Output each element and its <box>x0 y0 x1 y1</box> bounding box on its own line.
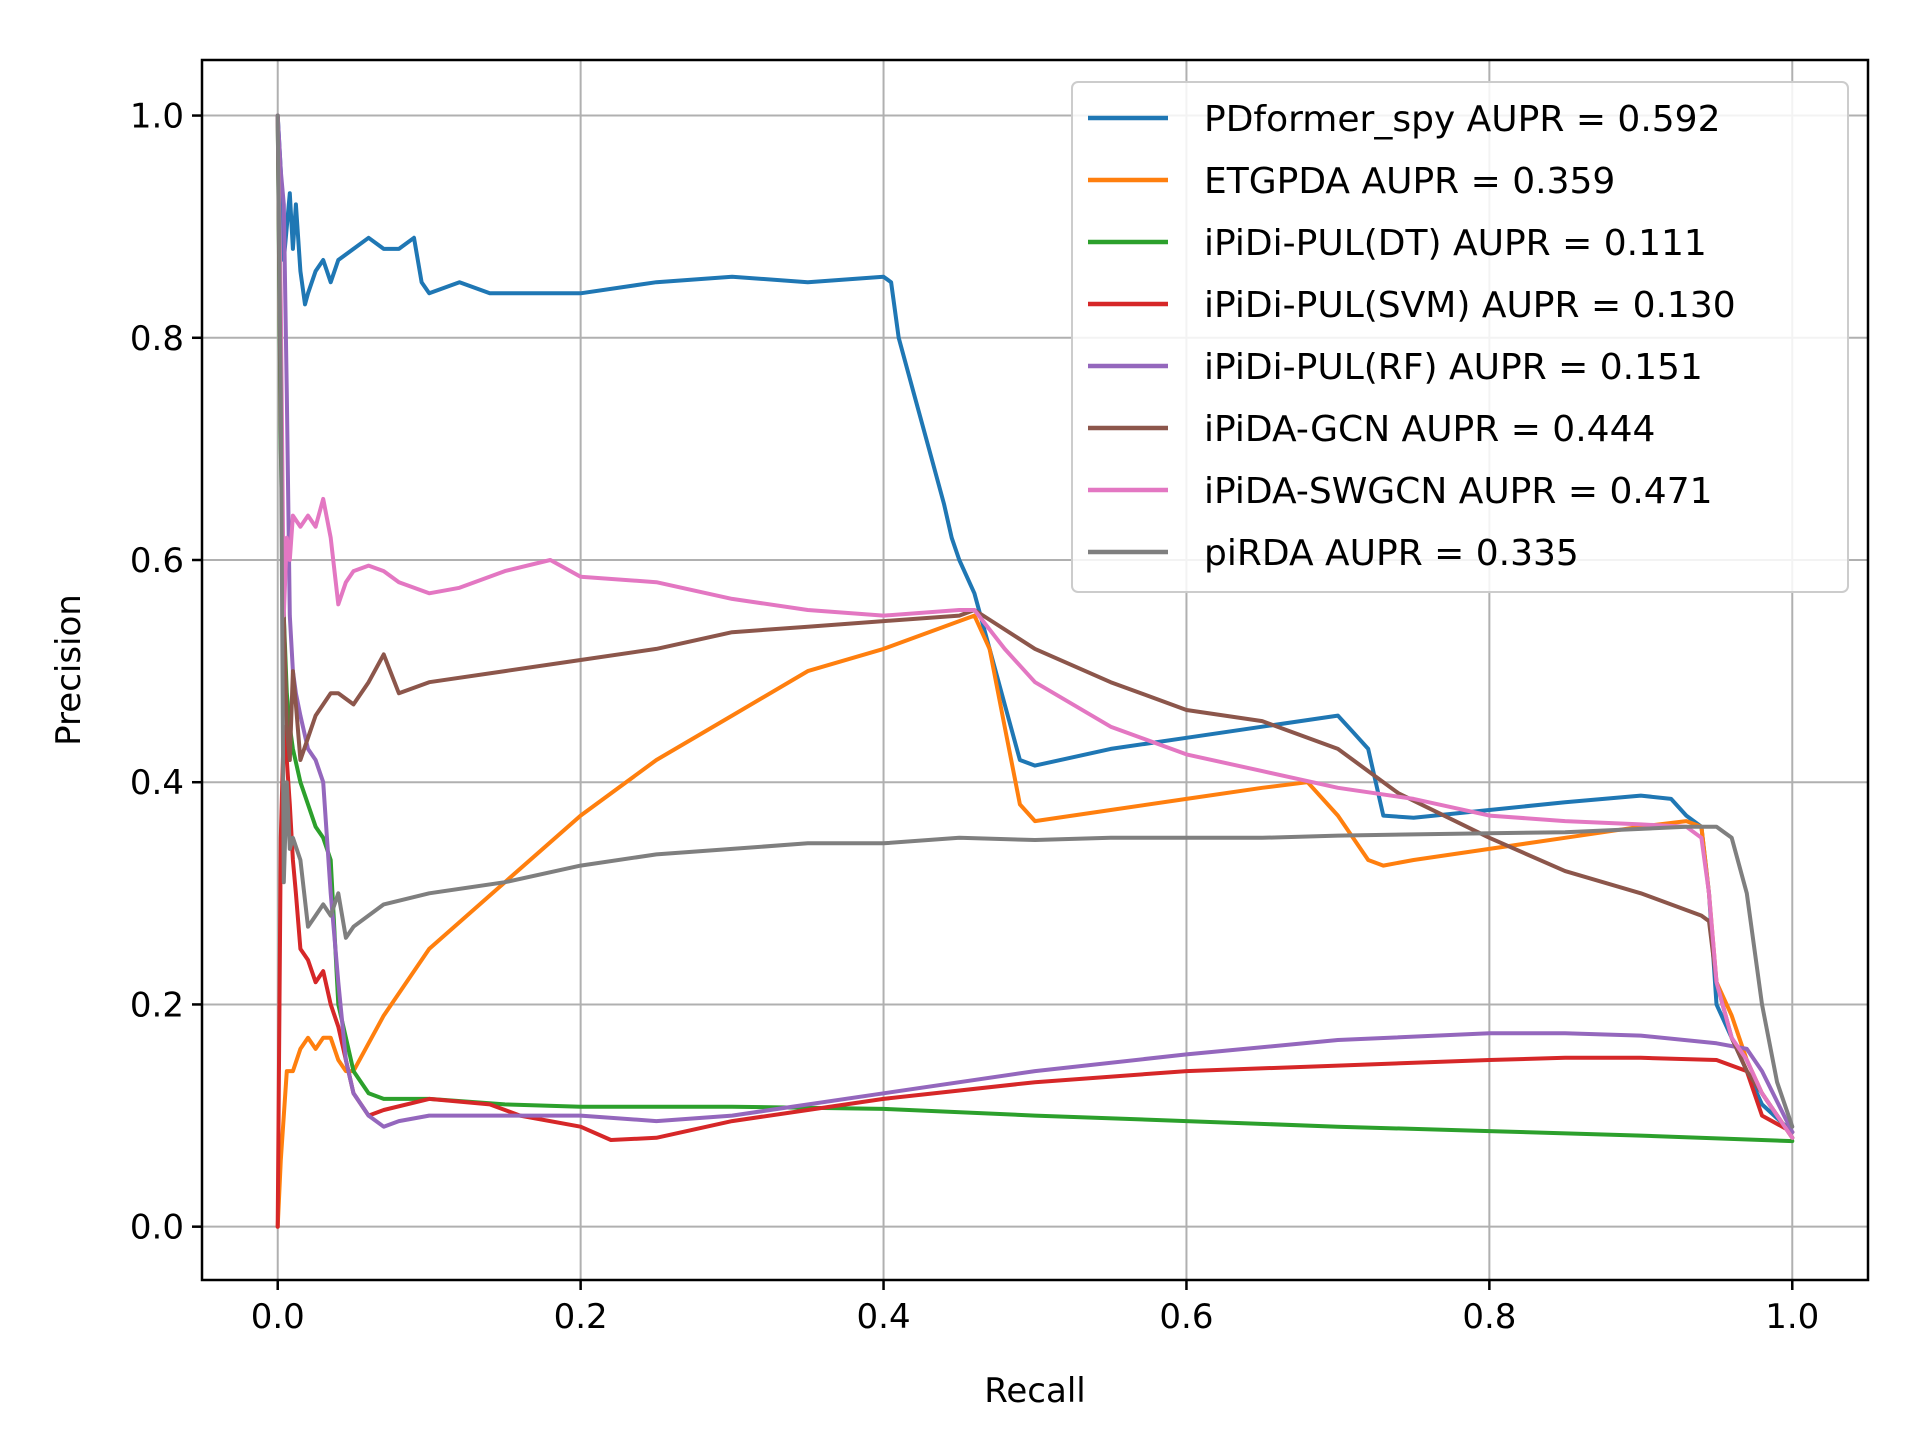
x-tick-label: 0.0 <box>251 1297 305 1337</box>
x-tick-label: 0.8 <box>1462 1297 1516 1337</box>
y-tick-label: 0.8 <box>130 319 184 359</box>
legend-label-ipidi-pul-rf: iPiDi-PUL(RF) AUPR = 0.151 <box>1204 347 1703 388</box>
y-tick-label: 0.4 <box>130 763 184 803</box>
y-tick-label: 1.0 <box>130 97 184 137</box>
y-tick-label: 0.6 <box>130 541 184 581</box>
legend-label-ipidi-pul-dt: iPiDi-PUL(DT) AUPR = 0.111 <box>1204 223 1707 264</box>
x-tick-label: 0.6 <box>1159 1297 1213 1337</box>
legend-label-ipida-gcn: iPiDA-GCN AUPR = 0.444 <box>1204 409 1655 450</box>
legend-box <box>1071 81 1849 593</box>
x-tick-label: 0.2 <box>554 1297 608 1337</box>
legend-label-ipida-swgcn: iPiDA-SWGCN AUPR = 0.471 <box>1204 471 1713 512</box>
legend-label-pirda: piRDA AUPR = 0.335 <box>1204 533 1579 574</box>
x-tick-label: 0.4 <box>857 1297 911 1337</box>
series-line-ipida-gcn <box>275 113 1795 1140</box>
y-tick-label: 0.2 <box>130 985 184 1025</box>
y-axis-ticks: 0.0 0.2 0.4 0.6 0.8 1.0 <box>130 97 202 1248</box>
legend-items: PDformer_spy AUPR = 0.592 ETGPDA AUPR = 0… <box>1088 99 1736 574</box>
x-axis-label: Recall <box>984 1371 1085 1411</box>
y-axis-label: Precision <box>49 594 89 746</box>
series-layer <box>275 113 1795 1229</box>
series-line-ipidi-pul-svm <box>275 724 1795 1229</box>
x-tick-label: 1.0 <box>1765 1297 1819 1337</box>
series-line-ipida-swgcn <box>275 113 1795 1140</box>
x-axis-ticks: 0.0 0.2 0.4 0.6 0.8 1.0 <box>251 1280 1819 1337</box>
legend-label-ipidi-pul-svm: iPiDi-PUL(SVM) AUPR = 0.130 <box>1204 285 1736 326</box>
legend: PDformer_spy AUPR = 0.592 ETGPDA AUPR = 0… <box>1071 81 1849 593</box>
legend-label-etgpda: ETGPDA AUPR = 0.359 <box>1204 161 1615 202</box>
plot-frame <box>200 58 1870 1282</box>
series-line-pirda <box>275 113 1795 1129</box>
series-line-pdformer-spy <box>275 113 1795 1135</box>
legend-label-pdformer-spy: PDformer_spy AUPR = 0.592 <box>1204 99 1720 140</box>
y-tick-label: 0.0 <box>130 1208 184 1248</box>
